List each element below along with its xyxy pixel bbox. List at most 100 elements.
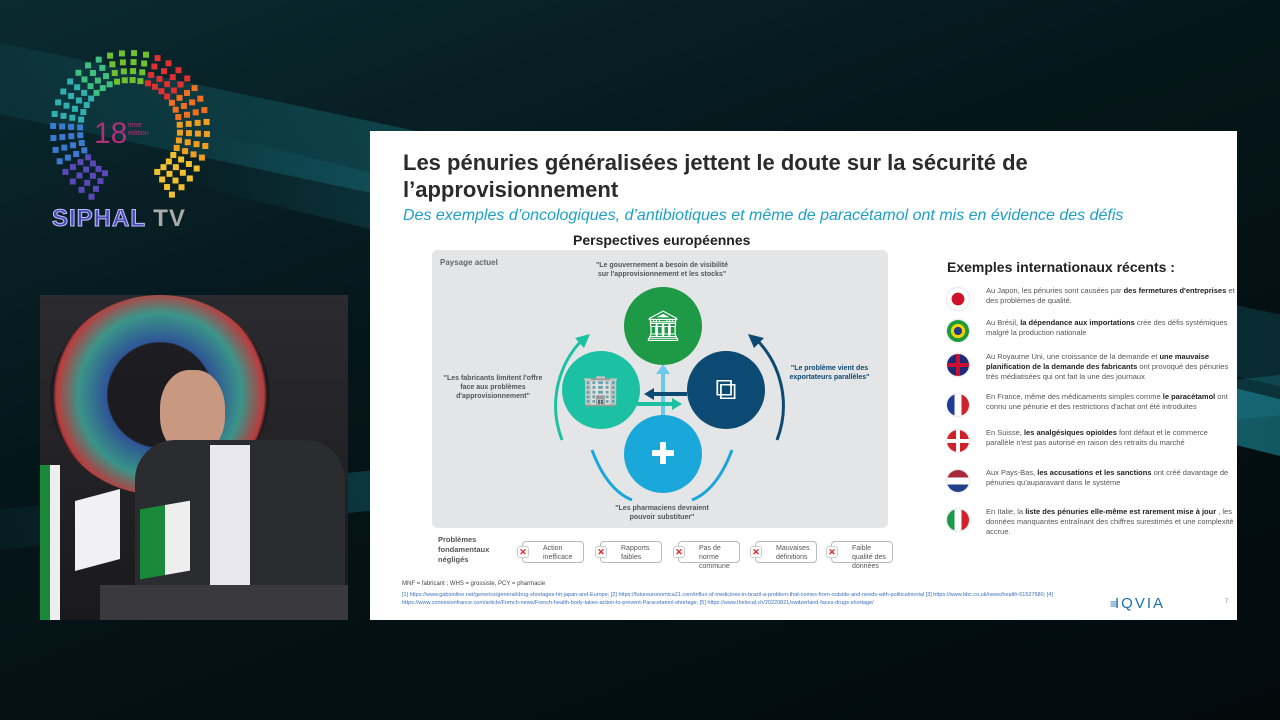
problem-pill: ✕ Rapports faibles	[595, 541, 662, 563]
logo-tile	[165, 158, 172, 165]
logo-tile	[75, 97, 82, 104]
perspectives-heading: Perspectives européennes	[573, 232, 751, 248]
speaker-shirt	[210, 445, 250, 595]
switzerland-flag-icon	[947, 430, 969, 452]
x-icon: ✕	[595, 546, 607, 558]
logo-tile	[186, 175, 193, 182]
logo-tile	[198, 154, 205, 161]
logo-tile	[192, 109, 199, 116]
logo-tile	[168, 191, 175, 198]
logo-tile	[193, 165, 200, 172]
bank-coin-icon: 🏛	[624, 287, 702, 365]
example-text: Au Royaume Uni, une croissance de la dem…	[986, 352, 1229, 381]
logo-tile	[160, 164, 167, 171]
quote-manufacturers: "Les fabricants limitent l'offre face au…	[443, 375, 543, 400]
logo-tile	[139, 69, 146, 76]
logo-tile	[158, 88, 165, 95]
logo-tile	[94, 77, 101, 84]
logo-tile	[50, 122, 57, 129]
logo-tile	[183, 111, 190, 118]
logo-tile	[131, 50, 138, 57]
logo-tile	[172, 106, 179, 113]
logo-tile	[97, 178, 104, 185]
logo-tile	[165, 60, 172, 67]
logo-tile	[203, 118, 210, 125]
international-example: Au Brésil, la dépendance aux importation…	[947, 318, 1237, 354]
speaker-video	[40, 295, 348, 620]
logo-tile	[99, 64, 106, 71]
logo-tile	[169, 74, 176, 81]
logo-tile	[151, 63, 158, 70]
logo-tile	[89, 69, 96, 76]
quote-government: "Le gouvernement a besoin de visibilité …	[595, 262, 729, 278]
logo-tile	[184, 139, 191, 146]
logo-tile	[60, 88, 67, 95]
siphal-logo: 18 ème édition	[50, 45, 210, 235]
logo-tile	[69, 114, 76, 121]
logo-tile	[73, 150, 80, 157]
logo-tile	[81, 76, 88, 83]
logo-tile	[154, 168, 161, 175]
logo-tile	[175, 114, 182, 121]
cycle-arrows	[554, 334, 785, 502]
logo-tile	[95, 56, 102, 63]
logo-tile	[119, 59, 126, 66]
logo-tile	[166, 170, 173, 177]
x-icon: ✕	[517, 546, 529, 558]
example-text: Aux Pays-Bas, les accusations et les san…	[986, 468, 1229, 487]
logo-tile	[59, 123, 66, 130]
logo-tile	[197, 95, 204, 102]
logo-tile	[95, 165, 102, 172]
italy-flag-icon	[947, 509, 969, 531]
page-number: 7	[1225, 599, 1229, 605]
problem-pill: ✕ Pas de norme commune	[673, 541, 740, 570]
logo-tile	[68, 123, 75, 130]
desk-flag	[75, 488, 120, 572]
logo-tile	[99, 85, 106, 92]
arrow-bottom-right	[691, 449, 734, 502]
logo-tile	[55, 99, 62, 106]
logo-tile	[77, 124, 84, 131]
logo-tile	[176, 121, 183, 128]
logo-tile	[173, 144, 180, 151]
logo-tile	[176, 129, 183, 136]
logo-tile	[159, 176, 166, 183]
logo-tile	[164, 93, 171, 100]
logo-tile	[84, 179, 91, 186]
international-example: En Suisse, les analgésiques opioïdes fon…	[947, 428, 1237, 464]
svg-text:édition: édition	[128, 130, 149, 137]
logo-tile	[130, 68, 137, 75]
france-flag-icon	[947, 394, 969, 416]
logo-tile	[189, 99, 196, 106]
brazil-flag-icon	[947, 320, 969, 342]
logo-tile	[87, 83, 94, 90]
uk-flag-icon	[947, 354, 969, 376]
logo-tile	[164, 184, 171, 191]
logo-tile	[202, 143, 209, 150]
arrow-right-head	[748, 334, 764, 348]
logo-tile	[88, 95, 95, 102]
siphal-tv-wordmark: SIPHAL TV	[52, 205, 186, 233]
logo-tile	[170, 87, 177, 94]
problem-pill: ✕ Faible qualité des données	[826, 541, 893, 570]
logo-tile	[194, 119, 201, 126]
logo-tile	[88, 193, 95, 200]
logo-tile	[178, 184, 185, 191]
logo-tile	[69, 164, 76, 171]
logo-tile	[80, 109, 87, 116]
logo-tile	[59, 134, 66, 141]
logo-tile	[129, 77, 136, 84]
problem-pill: ✕ Action inefficace	[517, 541, 584, 563]
panel-label: Paysage actuel	[440, 258, 498, 267]
international-example: Aux Pays-Bas, les accusations et les san…	[947, 468, 1237, 504]
logo-tile	[191, 85, 198, 92]
logo-tile	[172, 177, 179, 184]
logo-tile	[75, 69, 82, 76]
logo-tile	[69, 178, 76, 185]
logo-tile	[141, 60, 148, 67]
international-example: Au Japon, les pénuries sont causées par …	[947, 286, 1237, 322]
logo-tile	[78, 116, 85, 123]
references[interactable]: [1] https://www.gabionline.net/generics/…	[402, 592, 1053, 606]
logo-tile	[50, 135, 57, 142]
svg-text:18: 18	[94, 117, 127, 150]
